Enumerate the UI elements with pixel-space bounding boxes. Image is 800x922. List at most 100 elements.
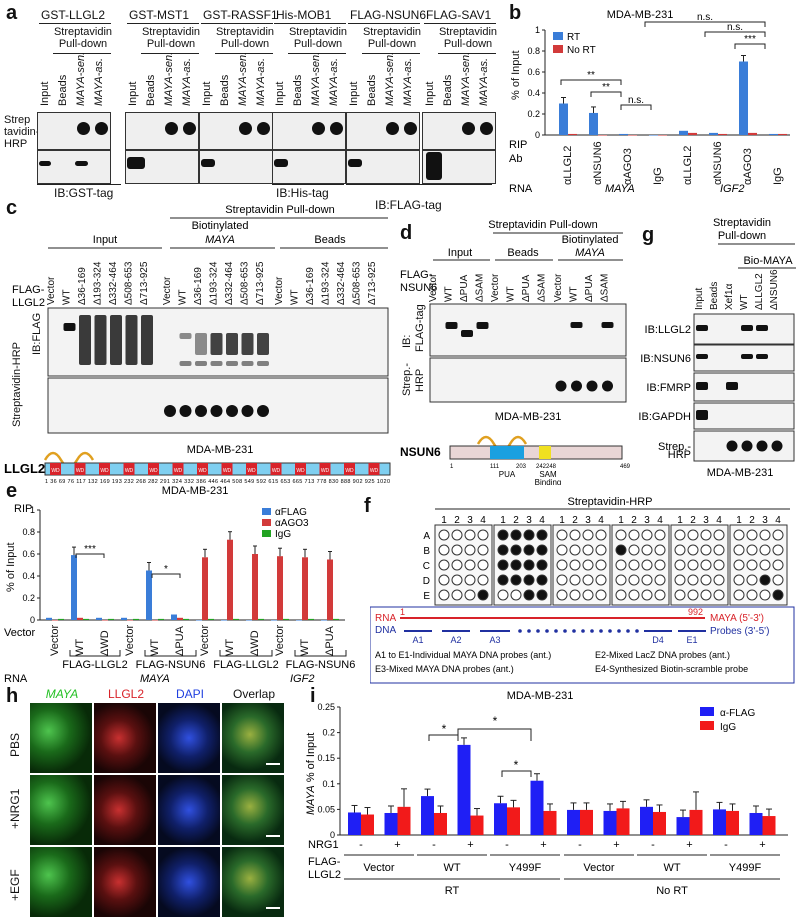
x-tick-label: WT [149,639,161,656]
dot-spot [536,529,548,541]
channel-label: DAPI [175,687,205,701]
sig-bracket [644,21,766,27]
panel-h: h MAYA LLGL2 DAPI Overlap PBS +NRG1 +EGF [0,685,300,922]
probe-id: D4 [652,635,664,645]
dot-spot [641,589,653,601]
panel-label: d [400,222,413,244]
pulldown-underline [438,53,496,54]
group-label: FLAG-LLGL2 [213,659,278,671]
probe-dot [563,629,567,633]
blot-label: IB: [401,335,413,348]
blot-dot [726,440,738,452]
legend-swatch [553,45,563,53]
wd-domain-label: WD [345,468,354,474]
blot-band [39,161,51,166]
dot-spot [582,589,594,601]
panel-label: f [364,495,371,517]
probe-dot [617,629,621,633]
bar [769,133,778,135]
nrg1-sign: + [540,839,546,851]
group-label: Vector [583,862,615,874]
streptavidin-label: Streptavidin Pull-down [141,26,201,50]
blot-dot [586,380,598,392]
dot-spot [497,589,509,601]
x-tick-label: Vector [49,624,61,656]
legend-swatch [700,707,714,716]
dot-spot [556,559,568,571]
bar [567,809,580,835]
dot-spot [569,589,581,601]
bar [397,806,411,835]
pulldown-underline [362,53,420,54]
dot-spot [654,529,666,541]
bar [233,618,239,620]
rna-name: MAYA [140,673,170,685]
blot-band [179,361,192,366]
blot-dot [226,405,238,417]
scale-bar [266,835,280,837]
bar [302,557,308,620]
row-label: D [423,576,430,587]
group-bracket [219,650,273,657]
rna-name: IGF2 [720,183,744,195]
bar [277,556,283,620]
wd-domain [368,463,380,475]
sig-bracket [620,104,652,110]
blot-label: Strep.- [401,363,413,396]
dot-spot [687,589,699,601]
micrograph [158,847,220,917]
sig-label: * [442,722,447,736]
blot-band [195,333,207,355]
blot-label: HRP [668,449,691,461]
legend-note: A1 to E1-Individual MAYA DNA probes (ant… [375,650,551,660]
header-underline [201,23,273,24]
row-label: LLGL2 [12,297,45,309]
lane-label: Δ508-653 [352,261,363,305]
lane-label: Δ36-169 [305,267,316,305]
lane-label: Vector [46,276,57,305]
col-label: 1 [677,515,683,526]
blot-dot [257,405,269,417]
legend-swatch [262,508,271,515]
lane-label: Input [348,81,360,106]
bar [77,617,83,620]
bar [133,618,139,620]
lane-label: WT [739,294,750,310]
probe-dot [581,629,585,633]
panel-b: b MDA-MB-231 0 0.2 0.4 0.6 0.8 1 % of Input αLLG… [505,0,800,195]
lane-label: WT [506,286,517,302]
dot-spot [772,574,784,586]
lane-label: Vector [490,273,501,302]
bar [83,618,89,620]
blot-dot [602,380,613,392]
header-underline [274,23,346,24]
blot-band [241,361,254,366]
blot-dot [179,405,192,417]
bar [649,135,658,136]
bar [252,554,258,620]
bar [653,811,666,835]
bar [246,620,252,621]
dot-spot [510,574,522,586]
blot-band [741,354,753,359]
lane-label: ΔLLGL2 [754,273,765,310]
streptavidin-label: Streptavidin Pull-down [288,26,348,50]
bar [283,618,289,620]
wd-domain [295,463,306,475]
probe-id: E1 [686,635,697,645]
y-tick-label: 1 [535,25,540,35]
x-tick-label: ΔWD [249,630,261,656]
lane-label: Δ508-653 [240,261,251,305]
bar [121,617,127,620]
wd-domain [74,463,86,475]
ib-bracket [272,184,344,185]
dot-spot [733,529,745,541]
dot-spot [536,559,548,571]
dot-spot [759,544,771,556]
lane-label: MAYA-sen. [310,51,322,106]
dot-spot [523,589,535,601]
bar [434,812,447,835]
dot-spot [451,589,463,601]
bar [421,796,434,835]
